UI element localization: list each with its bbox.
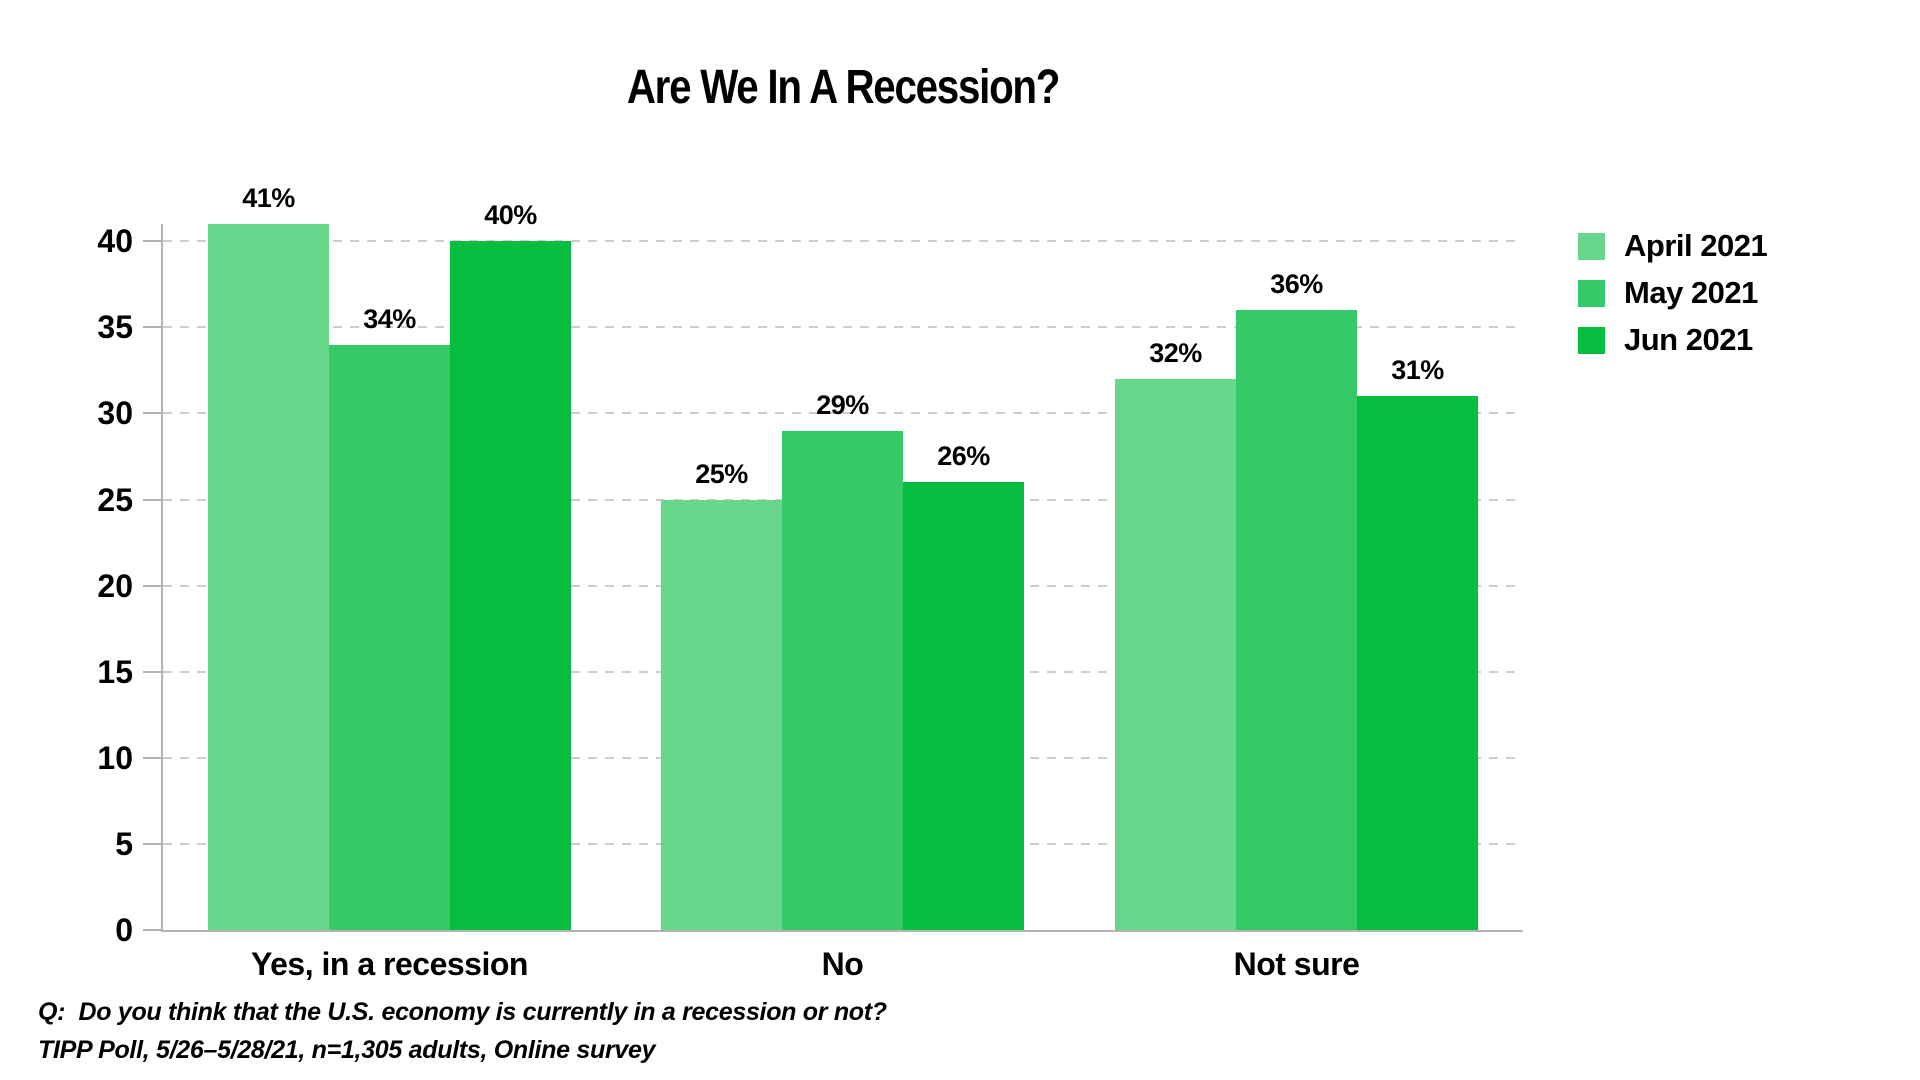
y-tick-5 xyxy=(143,842,161,845)
chart-title: Are We In A Recession? xyxy=(626,61,1061,114)
gridline-30 xyxy=(163,412,1523,415)
y-tick-40 xyxy=(143,240,161,243)
x-axis-label-no: No xyxy=(821,946,864,982)
y-axis-line xyxy=(161,224,163,932)
y-tick-35 xyxy=(143,326,161,329)
bar-no-jun-2021 xyxy=(903,482,1024,930)
value-label-no-april-2021: 25% xyxy=(695,458,748,489)
y-axis-label-35: 35 xyxy=(97,309,133,346)
x-axis-label-not-sure: Not sure xyxy=(1233,946,1360,982)
y-tick-0 xyxy=(143,929,161,931)
y-axis-label-20: 20 xyxy=(97,567,133,604)
y-axis-label-10: 10 xyxy=(97,739,133,776)
bar-no-may-2021 xyxy=(782,430,903,930)
plot-area: 0 5 10 15 20 25 30 35 40 41% 34% 40% Yes, in a reces… xyxy=(97,183,1523,982)
x-axis-label-yes-in-a-recession: Yes, in a recession xyxy=(251,946,528,982)
y-axis-label-5: 5 xyxy=(115,825,133,862)
legend-label-april-2021: April 2021 xyxy=(1624,228,1768,263)
y-tick-25 xyxy=(143,498,161,501)
bar-yes-in-a-recession-jun-2021 xyxy=(450,241,571,930)
value-label-yes-in-a-recession-may-2021: 34% xyxy=(363,303,416,334)
legend-label-may-2021: May 2021 xyxy=(1624,275,1758,310)
y-tick-20 xyxy=(143,584,161,587)
y-tick-10 xyxy=(143,756,161,759)
legend-swatch-jun-2021 xyxy=(1578,326,1605,354)
value-label-no-may-2021: 29% xyxy=(816,389,869,420)
bar-not-sure-april-2021 xyxy=(1115,378,1236,930)
footer-source: TIPP Poll, 5/26–5/28/21, n=1,305 adults,… xyxy=(38,1036,656,1064)
value-label-not-sure-jun-2021: 31% xyxy=(1391,355,1444,386)
bar-no-april-2021 xyxy=(661,499,782,930)
y-tick-30 xyxy=(143,412,161,415)
legend-swatch-may-2021 xyxy=(1578,279,1605,307)
bar-yes-in-a-recession-april-2021 xyxy=(208,224,329,930)
bar-yes-in-a-recession-may-2021 xyxy=(329,344,450,930)
value-label-yes-in-a-recession-april-2021: 41% xyxy=(242,183,295,213)
gridline-35 xyxy=(163,326,1523,329)
value-label-no-jun-2021: 26% xyxy=(937,441,990,472)
value-label-not-sure-may-2021: 36% xyxy=(1270,269,1323,300)
legend-swatch-april-2021 xyxy=(1578,232,1605,260)
value-label-not-sure-april-2021: 32% xyxy=(1149,337,1202,368)
gridline-40 xyxy=(163,240,1523,243)
bar-not-sure-jun-2021 xyxy=(1357,396,1478,930)
bar-not-sure-may-2021 xyxy=(1236,310,1357,930)
value-label-yes-in-a-recession-jun-2021: 40% xyxy=(484,200,537,231)
y-tick-15 xyxy=(143,670,161,673)
y-axis-label-0: 0 xyxy=(115,912,133,948)
y-axis-label-15: 15 xyxy=(97,653,133,690)
x-axis-baseline xyxy=(161,930,1523,932)
legend-item-may-2021: May 2021 xyxy=(1578,275,1767,311)
footer-question: Q: Do you think that the U.S. economy is… xyxy=(38,998,887,1026)
legend-item-april-2021: April 2021 xyxy=(1578,228,1768,264)
legend-label-jun-2021: Jun 2021 xyxy=(1624,322,1753,357)
legend: April 2021 May 2021 Jun 2021 xyxy=(1578,228,1768,369)
legend-item-jun-2021: Jun 2021 xyxy=(1578,322,1767,358)
y-axis-label-40: 40 xyxy=(97,223,133,260)
y-axis-label-25: 25 xyxy=(97,481,133,518)
y-axis-label-30: 30 xyxy=(97,395,133,432)
